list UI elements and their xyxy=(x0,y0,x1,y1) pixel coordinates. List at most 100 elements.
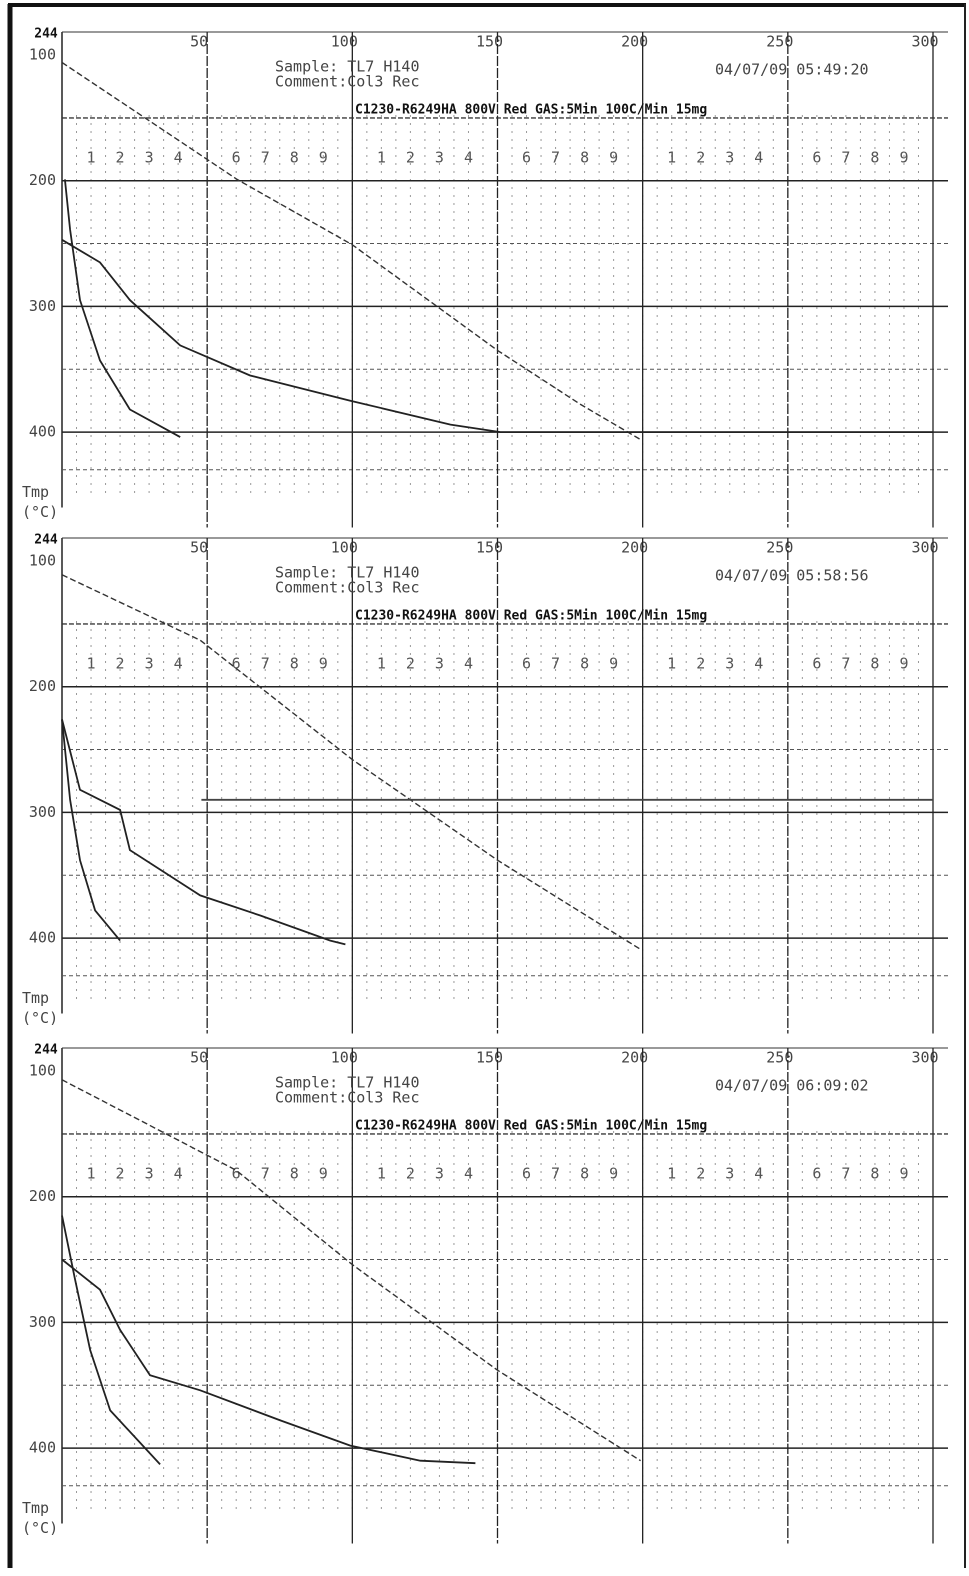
x-tick-label: 100 xyxy=(331,1049,358,1067)
scale-digit: 8 xyxy=(290,1165,299,1183)
scale-digit: 2 xyxy=(406,655,415,673)
scale-digit: 1 xyxy=(87,149,96,167)
scale-digit: 7 xyxy=(261,1165,270,1183)
scale-digit: 3 xyxy=(435,149,444,167)
scale-digit: 8 xyxy=(870,655,879,673)
setup: C1230-R6249HA 800V Red GAS:5Min 100C/Min… xyxy=(355,609,707,624)
y-axis-label: (°C) xyxy=(22,503,58,521)
scale-digit: 1 xyxy=(377,655,386,673)
x-tick-label: 250 xyxy=(766,539,793,557)
scale-digit: 8 xyxy=(290,149,299,167)
scale-digit: 6 xyxy=(812,149,821,167)
scale-digit: 9 xyxy=(609,1165,618,1183)
y-tick-label: 400 xyxy=(29,1439,56,1457)
scale-digit: 4 xyxy=(174,655,183,673)
scale-digit: 6 xyxy=(232,149,241,167)
setup: C1230-R6249HA 800V Red GAS:5Min 100C/Min… xyxy=(355,1119,707,1134)
scale-digit: 9 xyxy=(609,655,618,673)
top-label: 244 xyxy=(34,27,58,42)
y-tick-label: 200 xyxy=(29,1187,56,1205)
x-tick-label: 200 xyxy=(621,539,648,557)
scale-digit: 8 xyxy=(580,149,589,167)
scale-digit: 8 xyxy=(290,655,299,673)
y-tick-label: 300 xyxy=(29,1313,56,1331)
scale-digit: 9 xyxy=(899,149,908,167)
scale-digit: 2 xyxy=(696,149,705,167)
scale-digit: 4 xyxy=(754,149,763,167)
scale-digit: 1 xyxy=(667,149,676,167)
scale-digit: 2 xyxy=(696,1165,705,1183)
scale-digit: 1 xyxy=(667,1165,676,1183)
scale-digit: 9 xyxy=(319,149,328,167)
scale-digit: 7 xyxy=(261,655,270,673)
scale-digit: 6 xyxy=(522,1165,531,1183)
x-tick-label: 150 xyxy=(476,539,503,557)
page: {"chart_data": [ {"type": "line", "top_l… xyxy=(0,0,969,1572)
scale-digit: 2 xyxy=(406,1165,415,1183)
timestamp: 04/07/09 05:49:20 xyxy=(715,61,869,79)
scale-digit: 6 xyxy=(812,1165,821,1183)
scale-digit: 4 xyxy=(464,655,473,673)
x-tick-label: 100 xyxy=(331,33,358,51)
scale-digit: 1 xyxy=(377,1165,386,1183)
scale-digit: 7 xyxy=(841,149,850,167)
x-tick-label: 300 xyxy=(911,33,938,51)
timestamp: 04/07/09 05:58:56 xyxy=(715,567,869,585)
x-tick-label: 150 xyxy=(476,33,503,51)
scale-digit: 8 xyxy=(580,1165,589,1183)
y-tick-label: 200 xyxy=(29,171,56,189)
y-tick-label: 100 xyxy=(29,46,56,64)
scale-digit: 8 xyxy=(870,1165,879,1183)
scale-digit: 4 xyxy=(754,1165,763,1183)
scale-digit: 6 xyxy=(522,655,531,673)
x-tick-label: 250 xyxy=(766,33,793,51)
scale-digit: 4 xyxy=(174,149,183,167)
scale-digit: 2 xyxy=(116,655,125,673)
setup: C1230-R6249HA 800V Red GAS:5Min 100C/Min… xyxy=(355,103,707,118)
comment: Comment:Col3 Rec xyxy=(275,1089,420,1107)
scale-digit: 7 xyxy=(841,1165,850,1183)
y-tick-label: 100 xyxy=(29,1062,56,1080)
scale-digit: 4 xyxy=(174,1165,183,1183)
scale-digit: 3 xyxy=(725,655,734,673)
y-tick-label: 400 xyxy=(29,929,56,947)
scale-digit: 9 xyxy=(319,655,328,673)
scale-digit: 4 xyxy=(464,149,473,167)
y-tick-label: 100 xyxy=(29,552,56,570)
scale-digit: 3 xyxy=(725,1165,734,1183)
scale-digit: 3 xyxy=(435,655,444,673)
x-tick-label: 150 xyxy=(476,1049,503,1067)
scale-digit: 1 xyxy=(87,1165,96,1183)
scale-digit: 7 xyxy=(841,655,850,673)
x-tick-label: 100 xyxy=(331,539,358,557)
timestamp: 04/07/09 06:09:02 xyxy=(715,1077,869,1095)
y-axis-label: Tmp xyxy=(22,989,49,1007)
x-tick-label: 200 xyxy=(621,1049,648,1067)
scale-digit: 2 xyxy=(116,149,125,167)
x-tick-label: 50 xyxy=(190,1049,208,1067)
x-tick-label: 250 xyxy=(766,1049,793,1067)
comment: Comment:Col3 Rec xyxy=(275,73,420,91)
scale-digit: 2 xyxy=(696,655,705,673)
scale-digit: 6 xyxy=(232,655,241,673)
scale-digit: 3 xyxy=(145,655,154,673)
top-label: 244 xyxy=(34,533,58,548)
top-label: 244 xyxy=(34,1043,58,1058)
scale-digit: 3 xyxy=(435,1165,444,1183)
scale-digit: 8 xyxy=(870,149,879,167)
scale-digit: 9 xyxy=(899,655,908,673)
x-tick-label: 200 xyxy=(621,33,648,51)
scale-digit: 2 xyxy=(116,1165,125,1183)
scale-digit: 6 xyxy=(522,149,531,167)
chart-sheet: 50100150200250300100200300400244Tmp(°C)S… xyxy=(0,0,969,1572)
scale-digit: 9 xyxy=(899,1165,908,1183)
y-tick-label: 200 xyxy=(29,677,56,695)
y-axis-label: (°C) xyxy=(22,1519,58,1537)
background xyxy=(0,0,969,1572)
scale-digit: 1 xyxy=(667,655,676,673)
scale-digit: 3 xyxy=(145,149,154,167)
scale-digit: 7 xyxy=(551,149,560,167)
scale-digit: 9 xyxy=(609,149,618,167)
y-axis-label: Tmp xyxy=(22,1499,49,1517)
scale-digit: 1 xyxy=(377,149,386,167)
